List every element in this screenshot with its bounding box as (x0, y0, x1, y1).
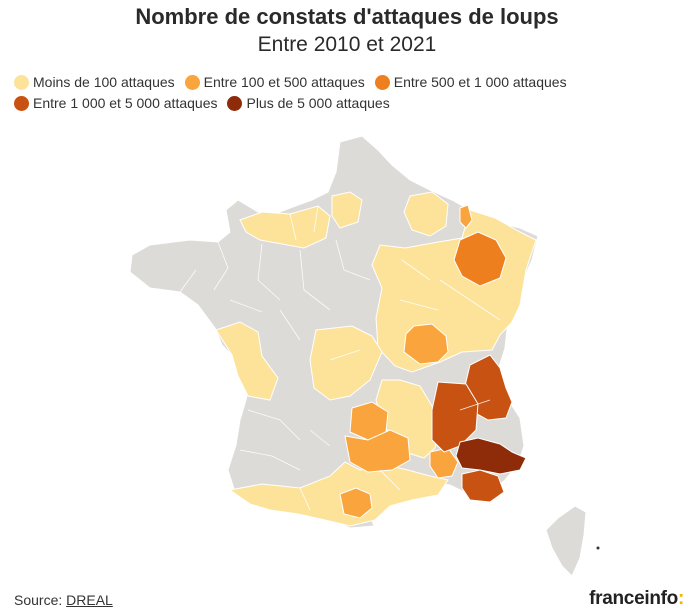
region-south-band (228, 461, 449, 527)
legend-swatch-icon (14, 95, 29, 111)
legend-label: Entre 100 et 500 attaques (203, 74, 365, 90)
legend-swatch-icon (184, 74, 200, 90)
region-herault (339, 487, 373, 519)
legend-item-500-1000: Entre 500 et 1 000 attaques (374, 73, 567, 91)
legend-swatch-icon (14, 74, 29, 90)
islet-dot (596, 546, 600, 550)
corsica-outline (545, 505, 587, 577)
france-departments-map (129, 135, 600, 577)
region-normandy (239, 205, 331, 249)
legend-item-lt100: Moins de 100 attaques (14, 73, 175, 91)
zone-500-1000 (453, 231, 507, 287)
zone-1000-5000 (431, 354, 513, 503)
region-lozere (344, 429, 411, 473)
legend-label: Moins de 100 attaques (33, 74, 175, 90)
zone-100-500 (339, 204, 473, 519)
legend-label: Plus de 5 000 attaques (246, 95, 390, 111)
brand-colon: : (677, 588, 684, 609)
source-prefix: Source: (14, 592, 63, 608)
brand-name: franceinfo (589, 588, 678, 609)
map-subtitle: Entre 2010 et 2021 (257, 33, 437, 56)
legend-item-gt5000: Plus de 5 000 attaques (227, 94, 390, 112)
source-note: Source: DREAL (14, 592, 113, 608)
region-champagne-north (403, 191, 449, 237)
legend-swatch-icon (227, 95, 243, 111)
region-vosges-north (459, 204, 473, 229)
region-west-coast (215, 321, 279, 401)
brand-logo: franceinfo: (589, 588, 684, 610)
region-picardy (331, 191, 363, 229)
region-alpes-hautes (455, 437, 527, 475)
legend-label: Entre 1 000 et 5 000 attaques (33, 95, 218, 111)
legend-item-1000-5000: Entre 1 000 et 5 000 attaques (14, 94, 217, 112)
legend-swatch-icon (374, 74, 390, 90)
zone-gt5000 (455, 437, 527, 475)
department-borders (179, 205, 501, 511)
region-centre (309, 325, 383, 401)
region-jura-burgundy (403, 323, 449, 365)
source-link[interactable]: DREAL (66, 592, 113, 608)
legend-label: Entre 500 et 1 000 attaques (393, 74, 567, 90)
legend-item-100-500: Entre 100 et 500 attaques (184, 73, 365, 91)
region-vosges (453, 231, 507, 287)
map-title: Nombre de constats d'attaques de loups (135, 4, 559, 29)
legend: Moins de 100 attaques Entre 100 et 500 a… (14, 73, 684, 112)
